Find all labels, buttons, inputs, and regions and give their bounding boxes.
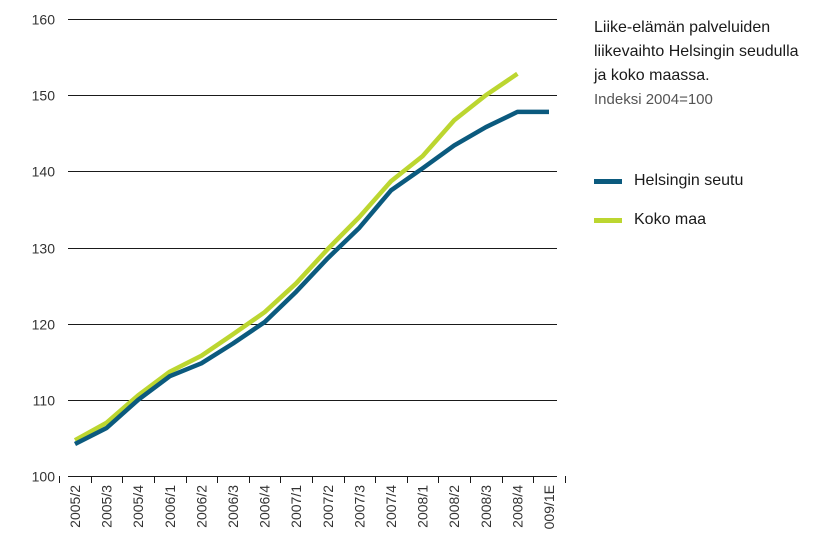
series-line-koko-maa bbox=[73, 71, 519, 443]
x-axis: 2005/2 2005/3 2005/4 2006/1 2006/2 2006/3 2006… bbox=[59, 476, 566, 529]
y-axis-tick-labels: 100 110 120 130 140 150 160 bbox=[32, 12, 56, 485]
legend-item-helsingin-seutu: Helsingin seutu bbox=[594, 170, 743, 192]
chart-title-block: Liike-elämän palveluiden liikevaihto Hel… bbox=[594, 16, 809, 111]
series-lines bbox=[73, 71, 549, 447]
x-tick-label: 2005/3 bbox=[99, 485, 115, 528]
series-line-helsingin-seutu bbox=[73, 109, 549, 447]
y-tick-label-160: 160 bbox=[32, 12, 56, 28]
legend-label-helsingin-seutu: Helsingin seutu bbox=[634, 172, 744, 189]
x-tick-label: 009/1E bbox=[541, 485, 557, 529]
x-tick-label: 2006/3 bbox=[225, 485, 241, 528]
x-tick-label: 2008/1 bbox=[415, 485, 431, 528]
x-tick-label: 2007/2 bbox=[320, 485, 336, 528]
x-tick-label: 2008/2 bbox=[446, 485, 462, 528]
y-gridlines bbox=[68, 19, 557, 477]
x-tick-label: 2008/4 bbox=[509, 485, 525, 528]
x-tick-label: 2007/3 bbox=[351, 485, 367, 528]
y-tick-label-140: 140 bbox=[32, 164, 56, 180]
legend-label-koko-maa: Koko maa bbox=[634, 211, 707, 228]
x-tick-label: 2006/2 bbox=[193, 485, 209, 528]
x-tick-label: 2007/4 bbox=[383, 485, 399, 528]
y-tick-label-100: 100 bbox=[32, 469, 56, 485]
x-tick-label: 2008/3 bbox=[478, 485, 494, 528]
chart-subtitle: Indeksi 2004=100 bbox=[594, 91, 713, 108]
legend-item-koko-maa: Koko maa bbox=[594, 209, 743, 231]
y-tick-label-120: 120 bbox=[32, 317, 56, 333]
x-tick-label: 2007/1 bbox=[288, 485, 304, 528]
x-tick-label: 2005/4 bbox=[130, 485, 146, 528]
legend-swatch-helsingin-seutu bbox=[594, 178, 622, 184]
chart-title: Liike-elämän palveluiden liikevaihto Hel… bbox=[594, 19, 799, 84]
y-tick-label-130: 130 bbox=[32, 241, 56, 257]
x-tick-label: 2006/4 bbox=[257, 485, 273, 528]
x-tick-label: 2006/1 bbox=[162, 485, 178, 528]
y-tick-label-110: 110 bbox=[33, 393, 56, 409]
x-tick-label: 2005/2 bbox=[67, 485, 83, 528]
legend: Helsingin seutu Koko maa bbox=[594, 170, 743, 248]
legend-swatch-koko-maa bbox=[594, 217, 622, 223]
y-tick-label-150: 150 bbox=[32, 88, 56, 104]
